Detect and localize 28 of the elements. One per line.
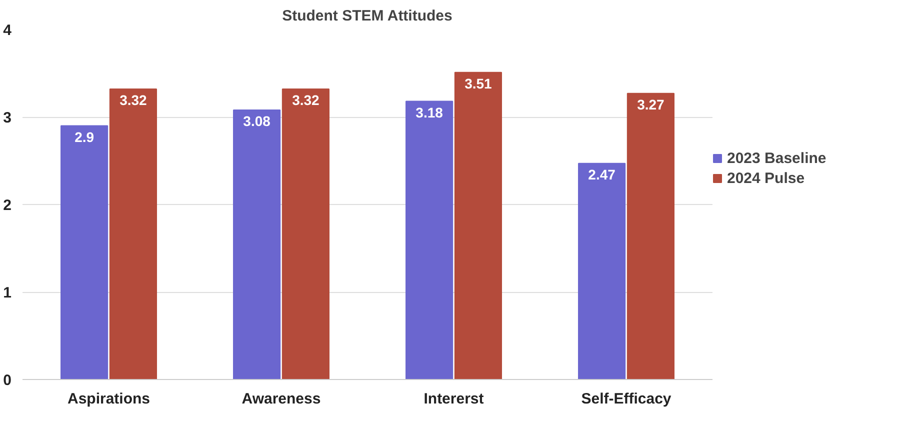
bar	[626, 92, 674, 380]
data-label: 3.32	[292, 92, 320, 108]
data-label: 3.51	[464, 75, 492, 92]
chart-title: Student STEM Attitudes	[282, 8, 452, 24]
data-label: 2.9	[74, 128, 94, 145]
x-tick-label: Aspirations	[67, 390, 150, 408]
bar	[60, 125, 108, 380]
x-tick-label: Awareness	[242, 390, 321, 408]
legend-label: 2023 Baseline	[727, 150, 826, 166]
x-tick-label: Self-Efficacy	[581, 390, 672, 408]
bar	[109, 88, 157, 380]
y-tick-label: 2	[3, 197, 12, 214]
data-label: 3.18	[416, 104, 444, 120]
bar	[454, 72, 502, 380]
bar	[578, 162, 626, 380]
y-tick-label: 3	[3, 110, 12, 126]
data-label: 3.08	[243, 113, 271, 129]
bar	[233, 110, 281, 380]
y-tick-label: 4	[3, 22, 12, 39]
legend-label: 2024 Pulse	[727, 170, 805, 186]
bar	[406, 100, 454, 380]
data-label: 2.47	[588, 166, 616, 182]
data-label: 3.32	[120, 92, 148, 108]
y-tick-label: 0	[3, 372, 12, 389]
x-tick-label: Intererst	[424, 390, 484, 408]
bar	[282, 88, 330, 380]
data-label: 3.27	[637, 96, 665, 112]
y-tick-label: 1	[3, 284, 12, 302]
